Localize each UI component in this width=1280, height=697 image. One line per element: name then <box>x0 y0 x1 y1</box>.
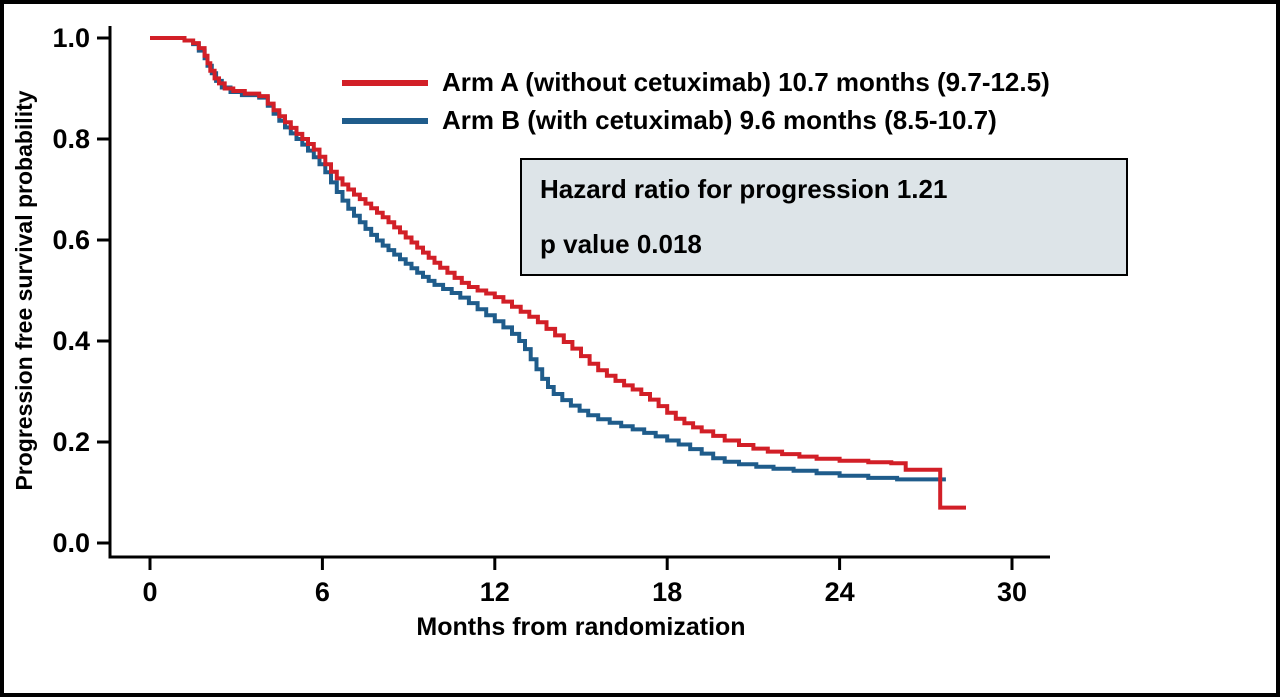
x-axis-title: Months from randomization <box>416 613 745 641</box>
y-tick-label: 0.0 <box>52 528 90 558</box>
x-tick-label: 6 <box>315 577 330 607</box>
p-value-text: p value 0.018 <box>540 229 702 259</box>
y-tick-label: 1.0 <box>52 23 90 53</box>
x-tick-label: 12 <box>480 577 510 607</box>
legend-label-arm-b: Arm B (with cetuximab) 9.6 months (8.5-1… <box>442 105 997 135</box>
y-tick-label: 0.6 <box>52 225 90 255</box>
y-tick-label: 0.2 <box>52 427 90 457</box>
x-tick-label: 18 <box>652 577 682 607</box>
stats-box: Hazard ratio for progression 1.21 p valu… <box>520 158 1128 276</box>
arm-a-curve <box>150 36 966 510</box>
y-tick-label: 0.8 <box>52 124 90 154</box>
y-tick-label: 0.4 <box>52 326 90 356</box>
x-tick-label: 0 <box>142 577 157 607</box>
arm-b-curve <box>150 36 946 482</box>
legend: Arm A (without cetuximab) 10.7 months (9… <box>342 66 1050 137</box>
y-axis-title: Progression free survival probability <box>11 90 37 490</box>
legend-item-arm-b: Arm B (with cetuximab) 9.6 months (8.5-1… <box>342 104 1050 137</box>
km-chart-svg: 0.0 0.2 0.4 0.6 0.8 1.0 0 6 12 18 24 30 Months from … <box>11 23 1050 641</box>
arm-a-line-swatch <box>342 79 428 86</box>
x-tick-label: 24 <box>825 577 855 607</box>
hazard-ratio-text: Hazard ratio for progression 1.21 <box>540 174 948 204</box>
legend-label-arm-a: Arm A (without cetuximab) 10.7 months (9… <box>442 67 1050 97</box>
legend-item-arm-a: Arm A (without cetuximab) 10.7 months (9… <box>342 66 1050 99</box>
x-tick-label: 30 <box>997 577 1027 607</box>
arm-b-line-swatch <box>342 117 428 124</box>
